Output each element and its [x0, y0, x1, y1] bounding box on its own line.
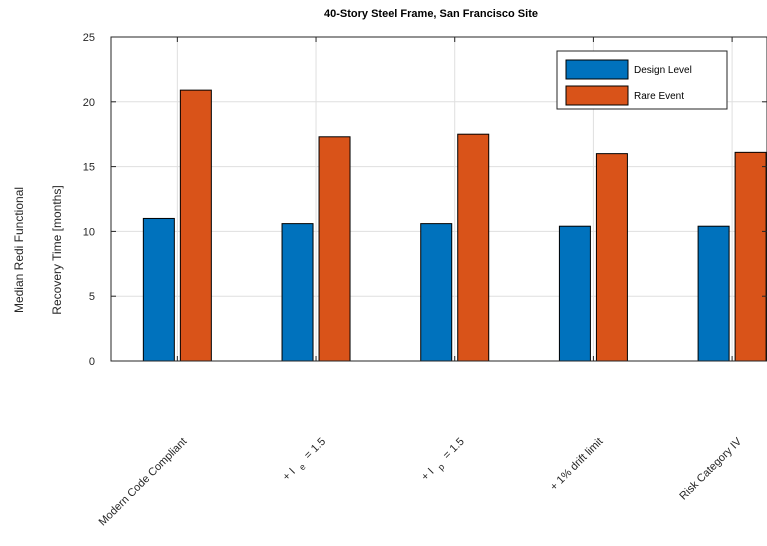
- bar-rare-event: [734, 151, 767, 362]
- bar-design-level: [420, 223, 453, 362]
- x-tick-label: + 1% drift limit: [548, 436, 606, 494]
- y-tick-label: 20: [83, 97, 95, 109]
- legend-label-rare-event: Rare Event: [634, 91, 684, 102]
- chart-title: 40-Story Steel Frame, San Francisco Site: [324, 8, 538, 20]
- x-tick-label: Risk Category IV: [677, 435, 744, 502]
- legend-label-design-level: Design Level: [634, 65, 692, 76]
- bar-design-level: [697, 225, 730, 362]
- bar-rare-event: [318, 136, 351, 362]
- axes-box: [110, 36, 767, 362]
- y-tick-label: 0: [89, 356, 95, 368]
- y-axis-label-line-1: Median Redi Functional: [12, 187, 26, 313]
- bar-rare-event: [457, 133, 490, 362]
- y-axis-ticks: 0 5 10 15 20 25: [83, 32, 767, 368]
- y-tick-label: 5: [89, 291, 95, 303]
- x-tick-label: + Ip = 1.5: [419, 436, 469, 486]
- legend-swatch-rare-event: [565, 85, 629, 106]
- x-tick-label: Modern Code Compliant: [97, 436, 190, 529]
- bars: [142, 89, 767, 362]
- y-axis-label-line-2: Recovery Time [months]: [50, 185, 64, 314]
- legend: Design Level Rare Event: [556, 50, 728, 110]
- bar-design-level: [142, 217, 175, 362]
- y-tick-label: 15: [83, 162, 95, 174]
- bar-design-level: [281, 223, 314, 362]
- y-tick-label: 25: [83, 32, 95, 44]
- bar-rare-event: [595, 153, 628, 362]
- bar-design-level: [558, 225, 591, 362]
- bar-rare-event: [179, 89, 212, 362]
- y-tick-label: 10: [83, 226, 95, 238]
- legend-swatch-design-level: [565, 59, 629, 80]
- x-tick-label: + Ie = 1.5: [281, 436, 331, 486]
